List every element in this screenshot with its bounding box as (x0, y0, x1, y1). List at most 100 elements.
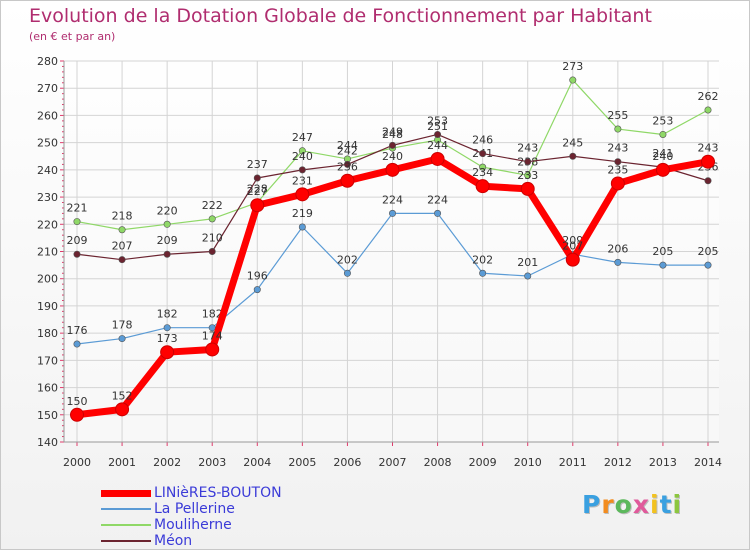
data-point (569, 76, 577, 84)
data-label: 247 (292, 131, 313, 144)
data-point (610, 176, 625, 191)
chart-title: Evolution de la Dotation Globale de Fonc… (29, 5, 652, 27)
data-label: 249 (382, 125, 403, 138)
y-tick-label: 240 (37, 164, 58, 177)
data-label: 244 (427, 139, 448, 152)
x-tick-label: 2007 (379, 456, 407, 469)
x-tick-label: 2005 (288, 456, 316, 469)
data-point (343, 269, 351, 277)
data-label: 236 (337, 161, 358, 174)
y-tick-label: 280 (37, 55, 58, 68)
data-point (659, 130, 667, 138)
data-label: 234 (472, 166, 493, 179)
data-point (655, 162, 670, 177)
chart-subtitle: (en € et par an) (29, 30, 116, 43)
x-tick-label: 2003 (198, 456, 226, 469)
data-label: 240 (382, 150, 403, 163)
x-tick-label: 2000 (63, 456, 91, 469)
data-label: 251 (427, 120, 448, 133)
x-tick-label: 2010 (514, 456, 542, 469)
y-tick-label: 230 (37, 191, 58, 204)
data-point (569, 152, 577, 160)
data-label: 237 (247, 158, 268, 171)
x-tick-label: 2008 (424, 456, 452, 469)
data-point (115, 402, 130, 417)
y-tick-label: 250 (37, 137, 58, 150)
data-label: 242 (337, 144, 358, 157)
data-label: 273 (562, 60, 583, 73)
x-tick-label: 2002 (153, 456, 181, 469)
data-point (701, 154, 715, 169)
data-label: 150 (67, 395, 88, 408)
legend-label: La Pellerine (154, 501, 235, 517)
legend-swatch (101, 540, 151, 542)
data-point (70, 407, 84, 422)
data-point (524, 171, 532, 179)
data-label: 248 (382, 128, 403, 141)
series-meon: 209 207 209 210 237 240 242 249 253 246 243 245 243 2… (67, 114, 719, 264)
data-label: 233 (517, 169, 538, 182)
data-point (659, 261, 667, 269)
y-tick-label: 180 (37, 327, 58, 340)
data-point (704, 106, 712, 114)
data-point (385, 162, 400, 177)
data-point (479, 269, 487, 277)
y-tick-label: 190 (37, 300, 58, 313)
data-label: 205 (698, 245, 719, 258)
data-point (475, 179, 490, 194)
data-point (163, 220, 171, 228)
data-label: 219 (292, 207, 313, 220)
legend-swatch (101, 489, 151, 497)
data-point (163, 324, 171, 332)
x-tick-label: 2012 (604, 456, 632, 469)
data-label: 176 (67, 324, 88, 337)
data-label: 244 (337, 139, 358, 152)
data-point (614, 158, 622, 166)
data-point (118, 335, 126, 343)
data-label: 205 (652, 245, 673, 258)
data-label: 253 (652, 114, 673, 127)
y-tick-label: 260 (37, 109, 58, 122)
data-label: 241 (652, 147, 673, 160)
legend-label: LINièRES-BOUTON (154, 485, 282, 501)
data-label: 201 (517, 256, 538, 269)
data-label: 227 (247, 185, 268, 198)
data-point (388, 209, 396, 217)
proxiti-logo: Proxiti (582, 490, 683, 519)
data-label: 262 (698, 90, 719, 103)
y-tick-label: 160 (37, 382, 58, 395)
x-tick-label: 2004 (243, 456, 271, 469)
x-tick-label: 2001 (108, 456, 136, 469)
data-point (73, 218, 81, 226)
data-label: 231 (292, 174, 313, 187)
data-label: 224 (427, 193, 448, 206)
data-point (704, 261, 712, 269)
x-tick-label: 2006 (333, 456, 361, 469)
data-point (298, 147, 306, 155)
data-point (434, 130, 442, 138)
data-label: 209 (67, 234, 88, 247)
data-label: 207 (112, 240, 133, 253)
data-point (118, 226, 126, 234)
data-label: 245 (562, 136, 583, 149)
data-point (73, 340, 81, 348)
data-label: 182 (202, 308, 223, 321)
data-label: 206 (607, 242, 628, 255)
legend-item-meon: Méon (101, 533, 282, 549)
data-label: 182 (157, 308, 178, 321)
y-tick-label: 270 (37, 82, 58, 95)
legend-swatch (101, 524, 151, 526)
legend-item-linieres-bouton: LINièRES-BOUTON (101, 485, 282, 501)
x-tick-label: 2011 (559, 456, 587, 469)
data-point (250, 198, 265, 213)
x-tick-label: 2014 (694, 456, 722, 469)
data-point (163, 250, 171, 258)
data-point (208, 215, 216, 223)
legend-item-la-pellerine: La Pellerine (101, 501, 282, 517)
data-label: 207 (562, 240, 583, 253)
data-point (253, 174, 261, 182)
data-point (565, 252, 580, 267)
data-point (343, 160, 351, 168)
